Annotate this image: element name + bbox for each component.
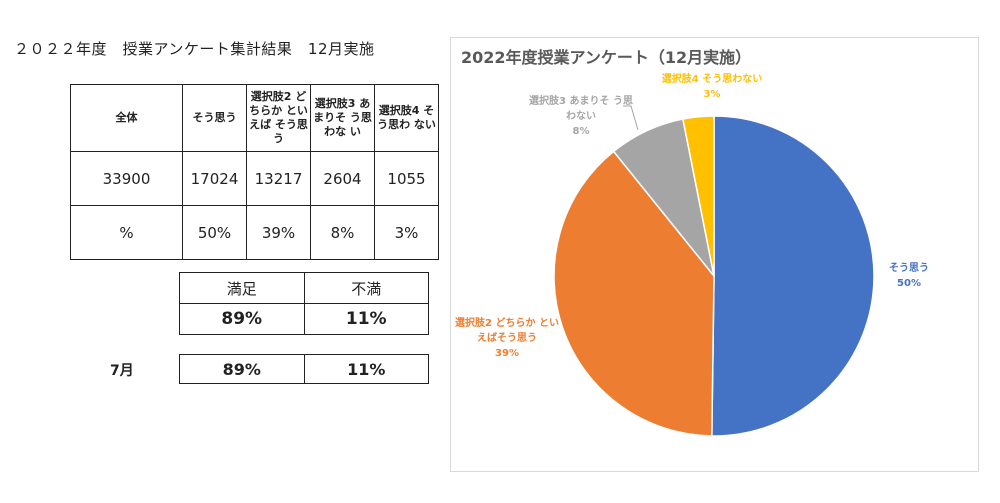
- satisfied-value: 89%: [179, 303, 305, 335]
- pie-chart: [553, 105, 875, 437]
- count-agree: 17024: [182, 151, 247, 206]
- count-option3: 2604: [310, 151, 375, 206]
- slice-label-agree: そう思う 50%: [889, 263, 929, 289]
- chart-title: 2022年度授業アンケート（12月実施）: [461, 48, 752, 67]
- slice-label-option3: 選択肢3 あまりそ う思わない 8%: [529, 96, 633, 137]
- satisfied-label: 満足: [179, 272, 305, 304]
- percent-option4: 3%: [374, 205, 439, 260]
- july-satisfied-value: 89%: [179, 354, 305, 384]
- slice-label-option2: 選択肢2 どちらか といえばそう思う 39%: [455, 318, 559, 359]
- percent-option2: 39%: [246, 205, 311, 260]
- header-total: 全体: [70, 84, 183, 152]
- slice-label-option4: 選択肢4 そう思わない 3%: [661, 74, 763, 100]
- header-option3: 選択肢3 あまりそ う思わな い: [310, 84, 375, 152]
- percent-label: %: [70, 205, 183, 260]
- pie-slice-option4: [682, 115, 715, 277]
- july-table: 89% 11%: [179, 354, 429, 384]
- pie-slice-agree: [711, 115, 875, 437]
- count-option4: 1055: [374, 151, 439, 206]
- page-title: ２０２２年度 授業アンケート集計結果 12月実施: [14, 40, 375, 58]
- july-label: 7月: [110, 363, 134, 379]
- july-dissatisfied-value: 11%: [303, 354, 429, 384]
- pie-slice-option2: [553, 150, 715, 437]
- leader-line-option3: [623, 105, 639, 131]
- count-option2: 13217: [246, 151, 311, 206]
- dissatisfied-label: 不満: [303, 272, 429, 304]
- percent-agree: 50%: [182, 205, 247, 260]
- dissatisfied-value: 11%: [303, 303, 429, 335]
- pie-chart-panel: 2022年度授業アンケート（12月実施） そう思う 50% 選択肢2 どちらか …: [450, 37, 979, 472]
- survey-table: 全体 そう思う 選択肢2 どちらか といえば そう思う 選択肢3 あまりそ う思…: [70, 84, 439, 260]
- header-agree: そう思う: [182, 84, 247, 152]
- header-option4: 選択肢4 そう思わ ない: [374, 84, 439, 152]
- percent-option3: 8%: [310, 205, 375, 260]
- count-total: 33900: [70, 151, 183, 206]
- header-option2: 選択肢2 どちらか といえば そう思う: [246, 84, 311, 152]
- satisfaction-table: 満足 不満 89% 11%: [179, 272, 429, 335]
